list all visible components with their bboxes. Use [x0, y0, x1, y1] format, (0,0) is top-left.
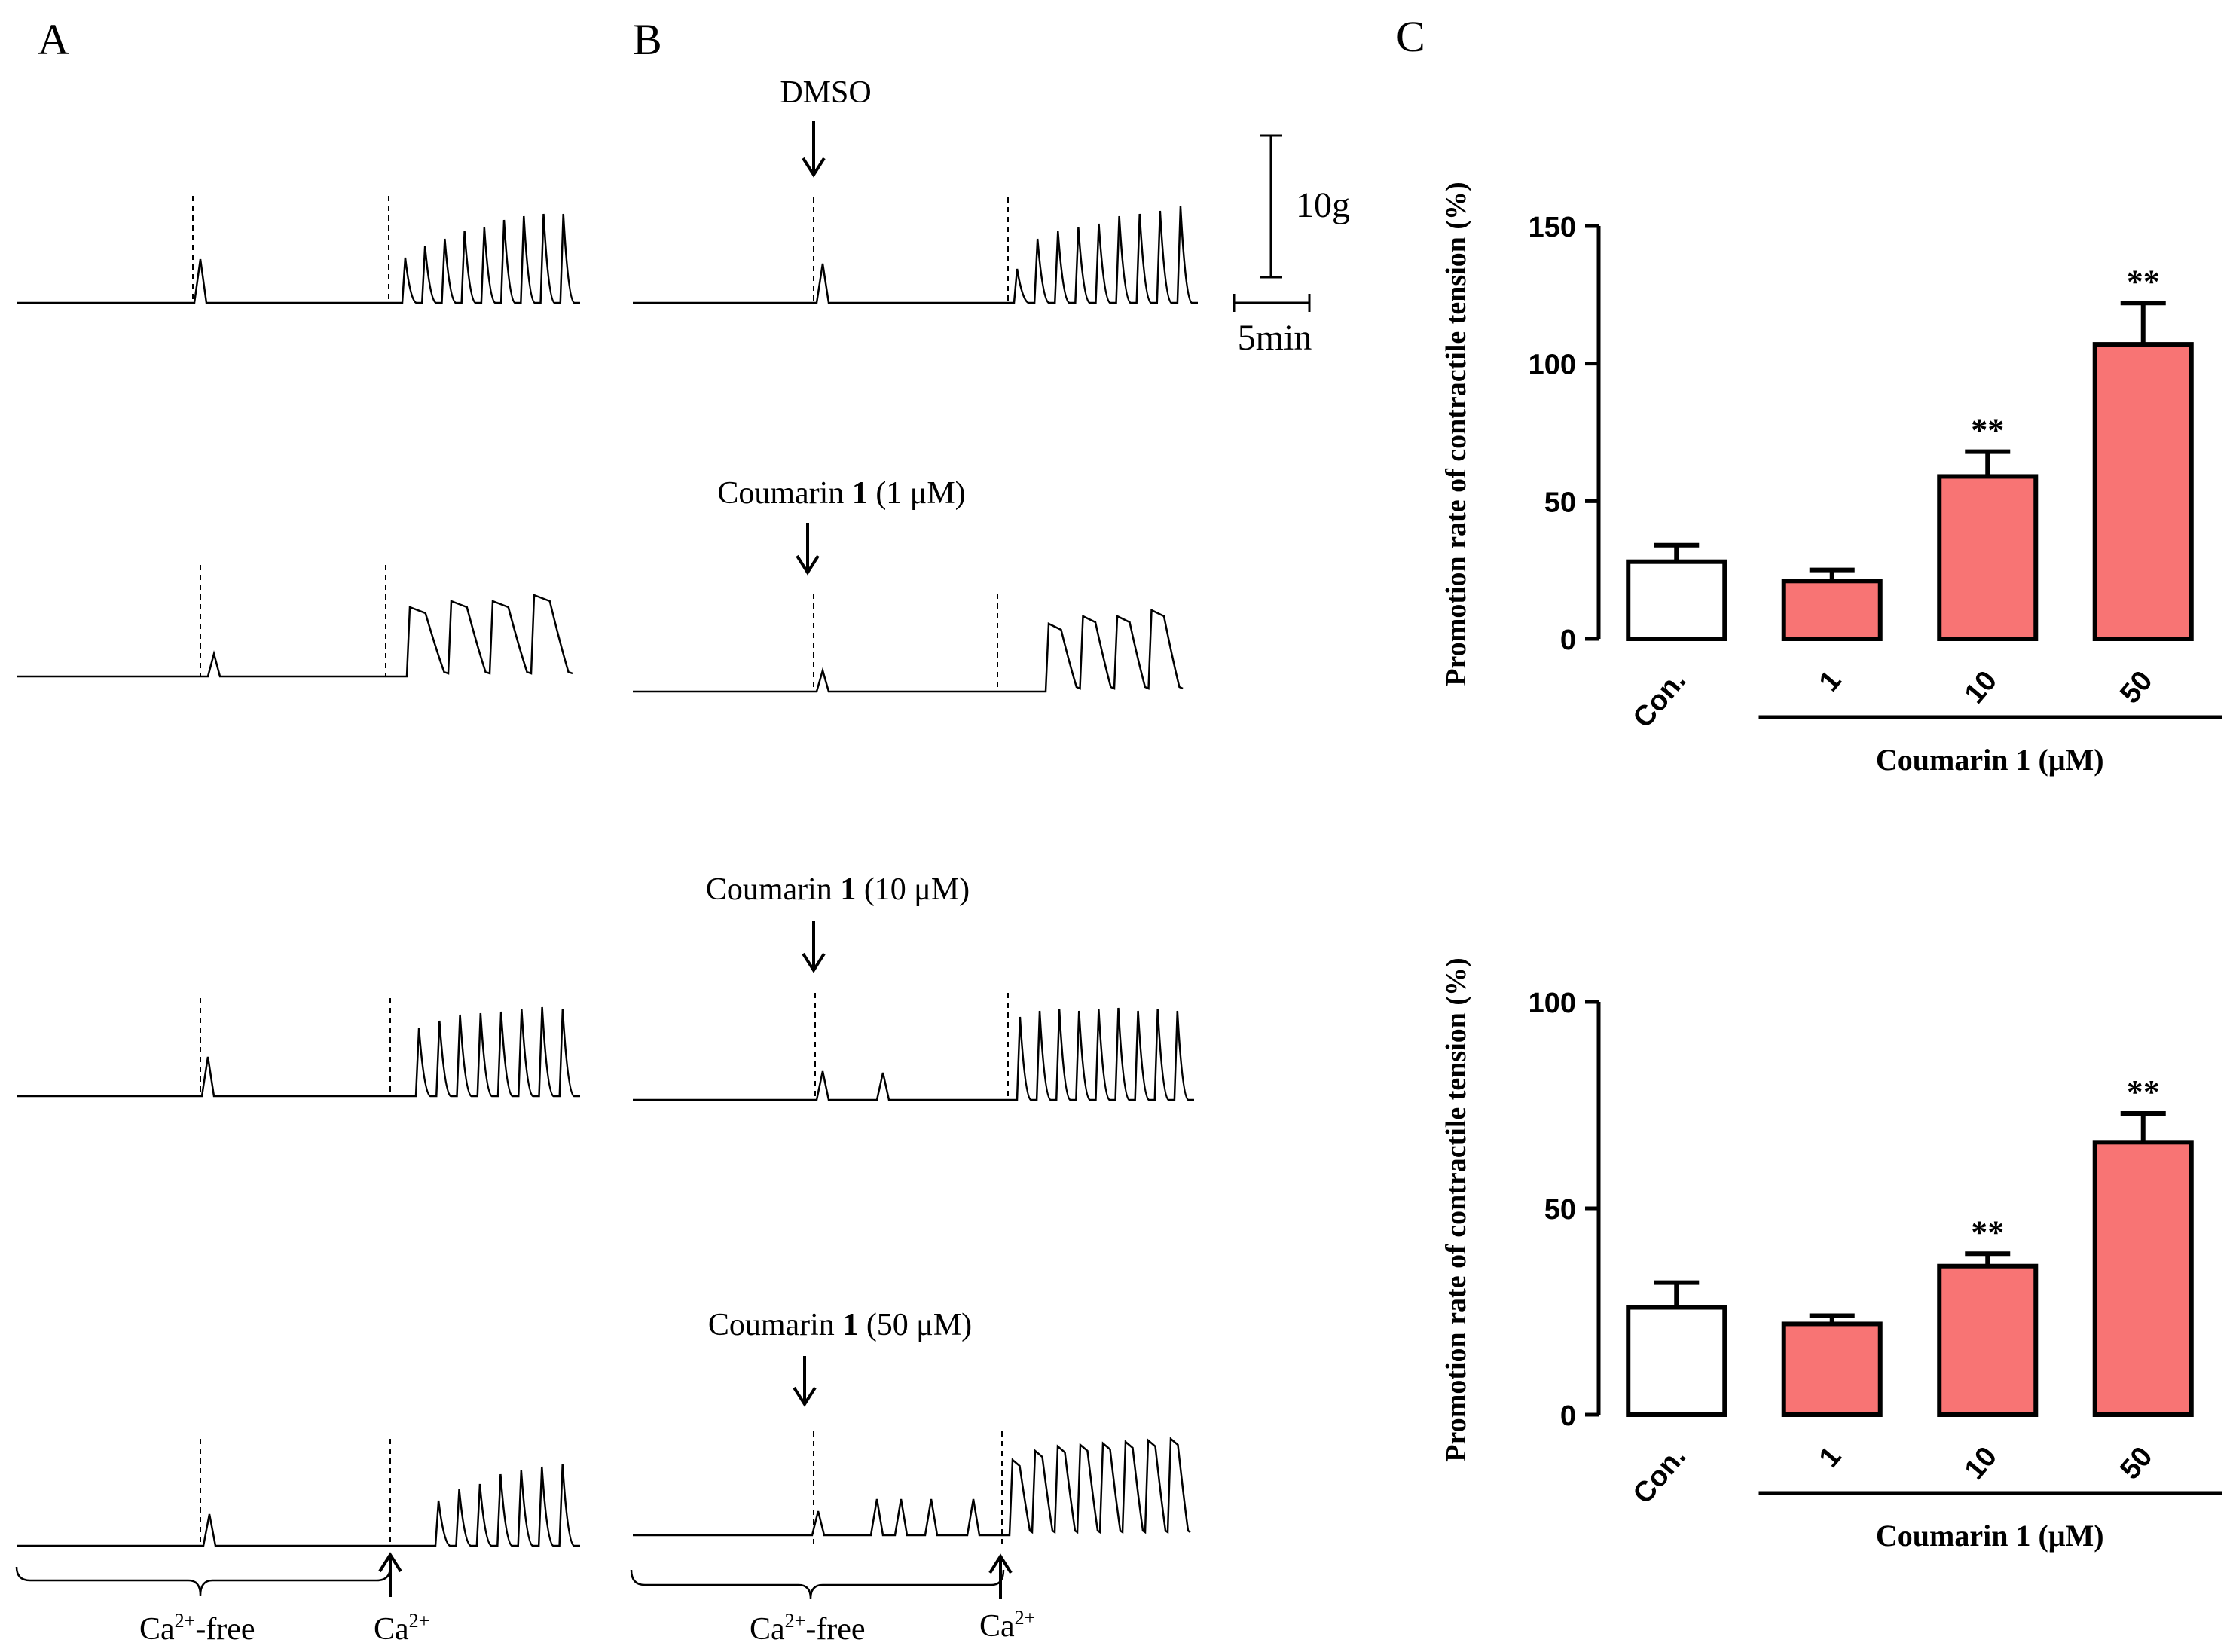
bar [1626, 1305, 1727, 1418]
x-tick-label: Con. [1627, 665, 1692, 734]
b-ca-label: Ca2+ [979, 1607, 1035, 1644]
y-tick-label: 0 [1560, 624, 1576, 656]
x-tick-label: Con. [1627, 1441, 1692, 1510]
y-tick-label: 150 [1529, 212, 1576, 243]
trace-a4 [17, 1464, 580, 1547]
bar-chart-bottom: 0 50 100 Promotion rate of contractile tens… [1440, 957, 2222, 1553]
bar [1626, 559, 1727, 641]
panel-a-traces: Ca2+-free Ca2+ [15, 196, 580, 1647]
panel-label-c: C [1396, 12, 1425, 61]
b-c50-arrow-icon [793, 1386, 817, 1407]
b-c1-label: Coumarin 1 (1 μM) [717, 476, 965, 511]
b-ca-arrow-icon [988, 1553, 1013, 1574]
y-tick-label: 0 [1560, 1400, 1576, 1432]
a-ca-arrow-icon [378, 1552, 402, 1573]
significance-marker: ** [2127, 1073, 2160, 1110]
bar [2092, 1140, 2194, 1417]
a-ca-label: Ca2+ [374, 1610, 429, 1647]
y-tick-label: 50 [1544, 1194, 1576, 1226]
panel-b-traces: DMSO Coumarin 1 (1 μM) Coumarin 1 (10 μM… [630, 75, 1350, 1647]
b-ca-free-brace [630, 1569, 1005, 1599]
y-tick-label: 100 [1529, 350, 1576, 381]
bar [1781, 579, 1883, 642]
x-tick-label: 50 [2114, 665, 2158, 710]
trace-b1 [633, 206, 1198, 304]
y-tick-label: 50 [1544, 487, 1576, 518]
x-tick-label: 50 [2114, 1441, 2158, 1486]
trace-b3 [633, 1007, 1194, 1101]
panel-label-a: A [38, 15, 69, 64]
trace-b4 [633, 1437, 1191, 1537]
b-c50-label: Coumarin 1 (50 μM) [708, 1308, 972, 1342]
y-tick-label: 100 [1529, 988, 1576, 1019]
x-group-label: Coumarin 1 (μM) [1876, 743, 2104, 777]
trace-a1 [17, 213, 580, 304]
bar [1937, 1263, 2039, 1417]
y-axis-label: Promotion rate of contractile tension (%… [1440, 182, 1472, 686]
trace-b2 [633, 609, 1184, 693]
b-dmso-label: DMSO [780, 75, 871, 110]
a-ca-free-label: Ca2+-free [139, 1610, 255, 1647]
trace-a2 [17, 594, 573, 678]
b-ca-free-label: Ca2+-free [750, 1610, 866, 1647]
x-tick-label: 1 [1813, 1441, 1848, 1473]
x-tick-label: 10 [1959, 1441, 2003, 1486]
bar [1937, 474, 2039, 641]
scale-bar-tension-label: 10g [1296, 185, 1350, 225]
scale-bar-time-label: 5min [1238, 318, 1312, 358]
significance-marker: ** [2127, 263, 2160, 300]
b-c10-label: Coumarin 1 (10 μM) [706, 872, 970, 907]
x-tick-label: 10 [1959, 665, 2003, 710]
significance-marker: ** [1971, 1214, 2004, 1250]
y-axis-label: Promotion rate of contractile tension (%… [1440, 957, 1472, 1461]
b-c1-arrow-icon [796, 554, 820, 576]
trace-a3 [17, 1006, 580, 1098]
b-c10-arrow-icon [802, 952, 826, 973]
bar [2092, 342, 2194, 641]
panel-label-b: B [633, 15, 662, 64]
x-group-label: Coumarin 1 (μM) [1876, 1519, 2104, 1553]
b-dmso-arrow-icon [802, 157, 826, 178]
bar [1781, 1321, 1883, 1417]
significance-marker: ** [1971, 412, 2004, 449]
a-ca-free-brace [15, 1566, 392, 1596]
x-tick-label: 1 [1813, 665, 1848, 698]
